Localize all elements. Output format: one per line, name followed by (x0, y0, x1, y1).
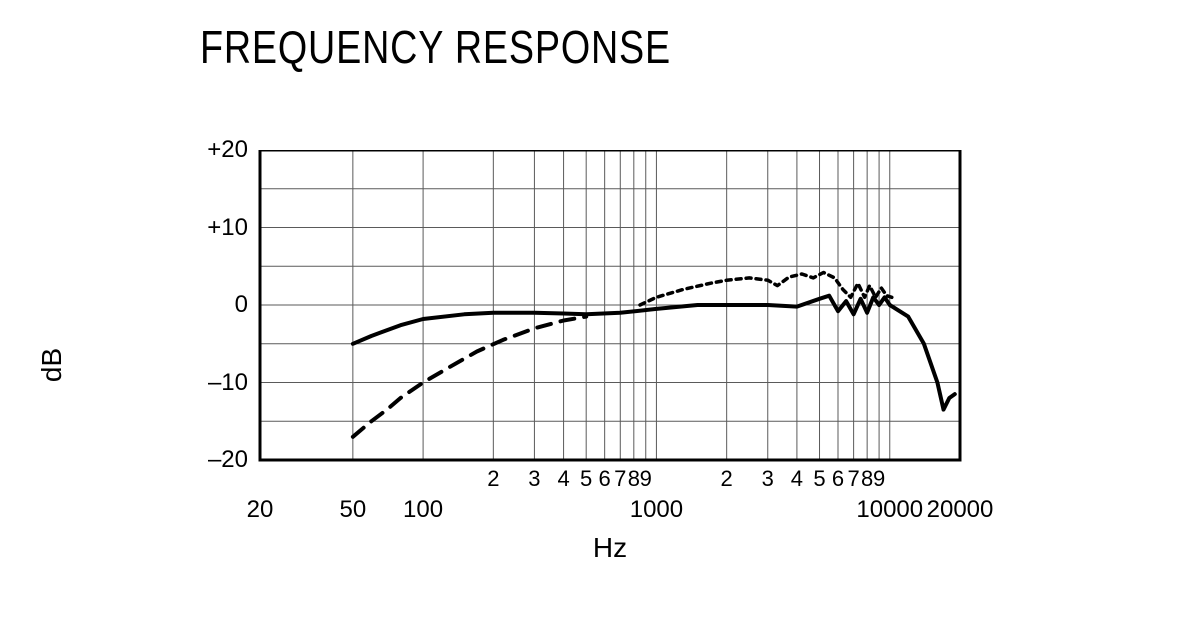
x-minor-tick-label: 5 (580, 466, 592, 492)
x-minor-tick-label: 9 (873, 466, 885, 492)
x-minor-tick-label: 7 (614, 466, 626, 492)
x-minor-tick-label: 8 (861, 466, 873, 492)
x-minor-tick-label: 2 (721, 466, 733, 492)
solid-curve (353, 296, 955, 410)
x-minor-tick-label: 5 (813, 466, 825, 492)
y-tick-label: –10 (188, 369, 248, 397)
x-major-tick-label: 20 (247, 496, 274, 524)
x-minor-tick-label: 7 (847, 466, 859, 492)
x-major-tick-label: 20000 (927, 496, 994, 524)
x-minor-tick-label: 3 (528, 466, 540, 492)
x-major-tick-label: 50 (339, 496, 366, 524)
x-major-tick-label: 10000 (856, 496, 923, 524)
x-axis-label: Hz (593, 532, 627, 564)
y-tick-label: –20 (188, 446, 248, 474)
long-dash-curve (353, 317, 586, 437)
y-tick-label: 0 (188, 291, 248, 319)
x-major-tick-label: 1000 (630, 496, 683, 524)
x-minor-tick-label: 6 (599, 466, 611, 492)
x-minor-tick-label: 6 (832, 466, 844, 492)
chart-title: FREQUENCY RESPONSE (200, 20, 671, 74)
x-minor-tick-label: 9 (640, 466, 652, 492)
chart-container: dB +20+100–10–20234567892345678920501001… (90, 150, 1110, 580)
y-tick-label: +10 (188, 214, 248, 242)
page: FREQUENCY RESPONSE dB +20+100–10–2023456… (0, 0, 1200, 630)
x-minor-tick-label: 2 (487, 466, 499, 492)
x-minor-tick-label: 4 (791, 466, 803, 492)
y-tick-label: +20 (188, 136, 248, 164)
x-minor-tick-label: 3 (762, 466, 774, 492)
y-axis-label: dB (36, 348, 68, 382)
x-major-tick-label: 100 (403, 496, 443, 524)
x-minor-tick-label: 4 (557, 466, 569, 492)
x-minor-tick-label: 8 (628, 466, 640, 492)
